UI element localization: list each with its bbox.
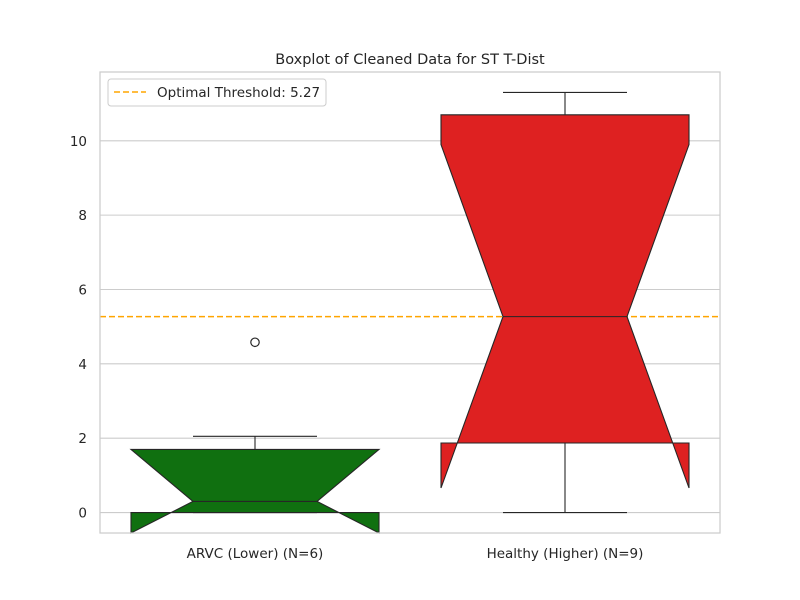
y-tick-label: 4 [78, 357, 87, 373]
box-1 [129, 337, 381, 534]
y-tick-label: 6 [78, 282, 87, 298]
box-2 [440, 91, 690, 514]
y-tick-label: 0 [78, 506, 87, 522]
box-layer [129, 91, 690, 534]
legend: Optimal Threshold: 5.27 [107, 78, 327, 107]
x-tick-label: ARVC (Lower) (N=6) [187, 546, 324, 562]
y-tick-label: 2 [78, 431, 87, 447]
y-tick-label: 8 [78, 208, 87, 224]
outlier-point [250, 337, 260, 348]
y-tick-label: 10 [70, 134, 87, 150]
chart-title: Boxplot of Cleaned Data for ST T-Dist [275, 52, 545, 68]
notched-box [129, 448, 381, 534]
legend-threshold-label: Optimal Threshold: 5.27 [157, 85, 320, 101]
tick-layer: 0 2 4 6 8 10 ARVC (Lower) (N=6) Healthy (Higher… [70, 134, 644, 562]
notched-box [440, 114, 690, 489]
plot-frame [99, 71, 721, 534]
x-tick-label: Healthy (Higher) (N=9) [487, 546, 644, 562]
legend-frame [107, 78, 327, 107]
